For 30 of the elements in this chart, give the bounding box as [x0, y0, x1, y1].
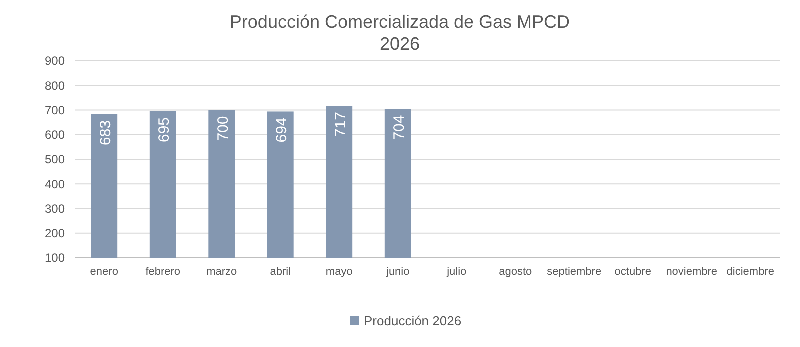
y-tick-label: 800 — [44, 78, 66, 93]
y-tick-label: 900 — [44, 54, 66, 68]
y-tick-label: 600 — [44, 128, 66, 142]
data-label: 704 — [391, 115, 408, 140]
x-tick-label: diciembre — [726, 266, 774, 278]
data-label: 694 — [274, 118, 291, 143]
x-tick-label: septiembre — [547, 266, 602, 278]
data-label: 683 — [97, 120, 114, 146]
x-tick-label: marzo — [206, 266, 238, 278]
y-tick-label: 500 — [44, 152, 66, 167]
x-tick-label: octubre — [614, 266, 652, 278]
data-label: 695 — [156, 117, 174, 143]
x-tick-label: agosto — [499, 266, 532, 278]
x-tick-label: noviembre — [666, 266, 718, 278]
y-tick-label: 400 — [44, 177, 66, 192]
x-tick-label: mayo — [326, 266, 353, 278]
data-label: 717 — [332, 112, 350, 138]
chart-title: Producción Comercializada de Gas MPCD — [230, 12, 570, 32]
x-tick-label: junio — [386, 266, 410, 278]
y-tick-label: 300 — [44, 202, 66, 216]
y-tick-label: 200 — [44, 226, 66, 241]
y-tick-label: 700 — [44, 103, 66, 118]
x-tick-label: febrero — [146, 266, 181, 278]
data-label: 700 — [214, 116, 232, 142]
y-tick-label: 100 — [44, 251, 66, 266]
chart-subtitle: 2026 — [380, 34, 420, 54]
legend-label: Producción 2026 — [364, 314, 462, 329]
x-tick-label: julio — [446, 266, 467, 278]
x-tick-label: abril — [270, 266, 292, 278]
x-tick-label: enero — [90, 266, 118, 278]
